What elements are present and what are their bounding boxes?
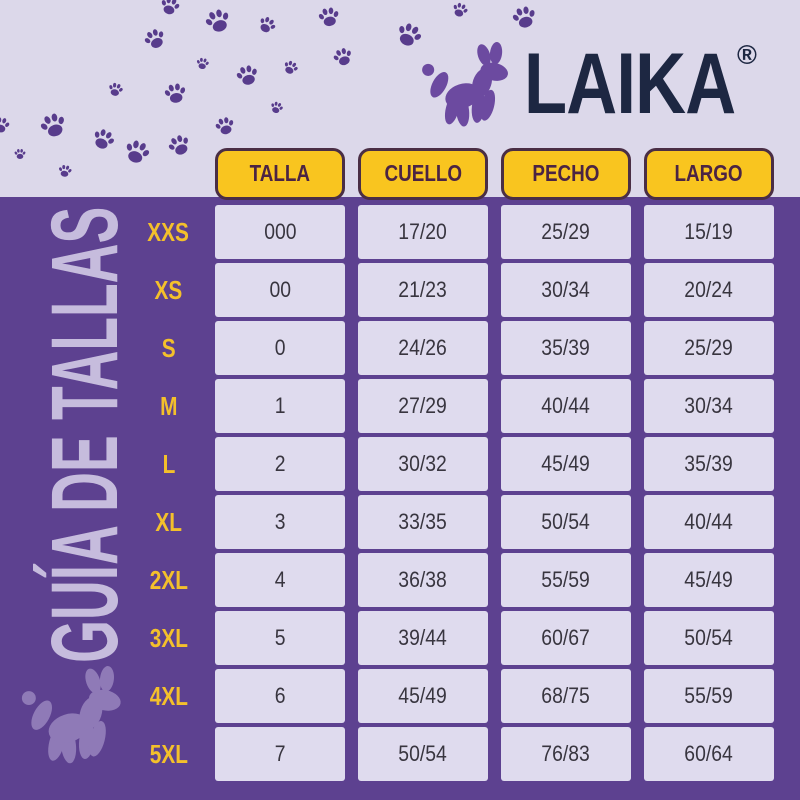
paw-print-icon [330,45,356,69]
column-header-cuello: CUELLO [358,148,488,200]
paw-print-icon [281,58,301,77]
brand-name: LAIKA [524,36,736,132]
table-cell-largo: 25/29 [644,321,774,375]
table-cell-largo: 40/44 [644,495,774,549]
table-cell-pecho: 68/75 [501,669,631,723]
table-row: L 2 30/32 45/49 35/39 [135,437,775,491]
table-cell-largo: 15/19 [644,205,774,259]
size-label: XXS [147,217,190,247]
table-row: XXS 000 17/20 25/29 15/19 [135,205,775,259]
table-cell-largo: 30/34 [644,379,774,433]
paw-print-icon [268,100,285,115]
table-row: M 1 27/29 40/44 30/34 [135,379,775,433]
size-label: M [159,391,178,421]
table-row: 3XL 5 39/44 60/67 50/54 [135,611,775,665]
table-row: 2XL 4 36/38 55/59 45/49 [135,553,775,607]
table-cell-cuello: 24/26 [358,321,488,375]
column-header-largo: LARGO [644,148,774,200]
size-label: XS [154,275,183,305]
paw-print-icon [509,3,539,31]
table-cell-talla: 4 [215,553,345,607]
column-header-pecho: PECHO [501,148,631,200]
table-cell-cuello: 45/49 [358,669,488,723]
table-cell-pecho: 40/44 [501,379,631,433]
table-cell-pecho: 35/39 [501,321,631,375]
balloon-dog-icon [21,666,123,765]
table-row: XS 00 21/23 30/34 20/24 [135,263,775,317]
table-row: S 0 24/26 35/39 25/29 [135,321,775,375]
table-cell-cuello: 33/35 [358,495,488,549]
size-label: L [162,449,175,479]
paw-print-icon [0,115,12,134]
table-row: XL 3 33/35 50/54 40/44 [135,495,775,549]
paw-print-icon [450,0,470,19]
size-label: 4XL [149,681,188,711]
table-cell-talla: 7 [215,727,345,781]
table-cell-pecho: 30/34 [501,263,631,317]
table-cell-pecho: 60/67 [501,611,631,665]
table-cell-talla: 00 [215,263,345,317]
paw-print-icon [255,13,279,36]
table-cell-pecho: 25/29 [501,205,631,259]
table-cell-cuello: 21/23 [358,263,488,317]
paw-print-icon [162,81,189,105]
table-cell-pecho: 76/83 [501,727,631,781]
table-cell-cuello: 50/54 [358,727,488,781]
table-cell-cuello: 30/32 [358,437,488,491]
table-cell-largo: 45/49 [644,553,774,607]
size-label: 3XL [149,623,188,653]
table-cell-cuello: 36/38 [358,553,488,607]
table-cell-cuello: 27/29 [358,379,488,433]
size-label: 5XL [149,739,188,769]
table-cell-largo: 55/59 [644,669,774,723]
table-cell-largo: 35/39 [644,437,774,491]
paw-print-icon [158,0,182,17]
table-cell-talla: 3 [215,495,345,549]
size-label: S [161,333,176,363]
paw-print-icon [195,56,210,71]
table-cell-talla: 0 [215,321,345,375]
table-cell-largo: 50/54 [644,611,774,665]
column-header-talla: TALLA [215,148,345,200]
paw-print-icon [141,25,169,52]
table-cell-cuello: 17/20 [358,205,488,259]
table-cell-largo: 60/64 [644,727,774,781]
registered-trademark-icon: ® [737,40,757,70]
table-cell-pecho: 45/49 [501,437,631,491]
table-cell-largo: 20/24 [644,263,774,317]
size-label: 2XL [149,565,188,595]
paw-print-icon [202,6,234,36]
table-cell-cuello: 39/44 [358,611,488,665]
paw-print-icon [14,148,26,159]
table-cell-talla: 6 [215,669,345,723]
table-cell-talla: 1 [215,379,345,433]
table-cell-talla: 5 [215,611,345,665]
table-row: 5XL 7 50/54 76/83 60/64 [135,727,775,781]
paw-print-icon [165,131,194,159]
size-label: XL [155,507,182,537]
balloon-dog-icon [422,42,510,128]
table-cell-pecho: 50/54 [501,495,631,549]
paw-print-icon [316,5,342,28]
table-row: 4XL 6 45/49 68/75 55/59 [135,669,775,723]
table-cell-talla: 000 [215,205,345,259]
table-cell-pecho: 55/59 [501,553,631,607]
brand-wordmark: LAIKA [524,41,782,141]
paw-print-icon [213,115,237,137]
table-cell-talla: 2 [215,437,345,491]
paw-print-icon [234,63,261,88]
